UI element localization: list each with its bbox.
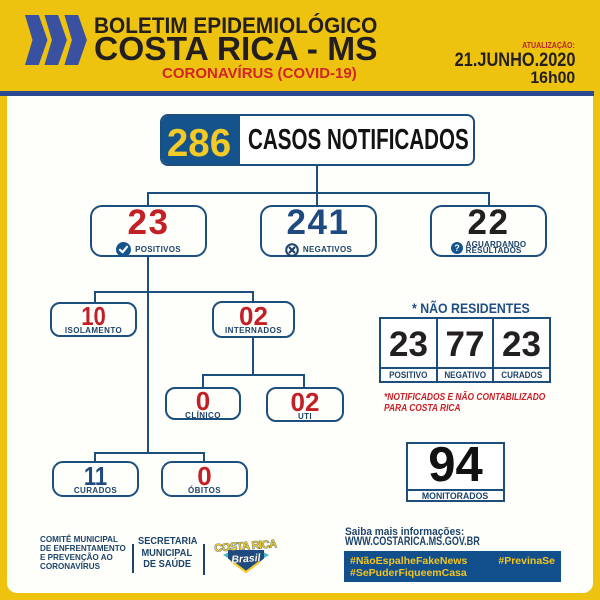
svg-text:Brasil: Brasil: [231, 552, 262, 566]
svg-text:?: ?: [454, 243, 459, 253]
svg-text:COSTA RICA: COSTA RICA: [214, 538, 277, 554]
